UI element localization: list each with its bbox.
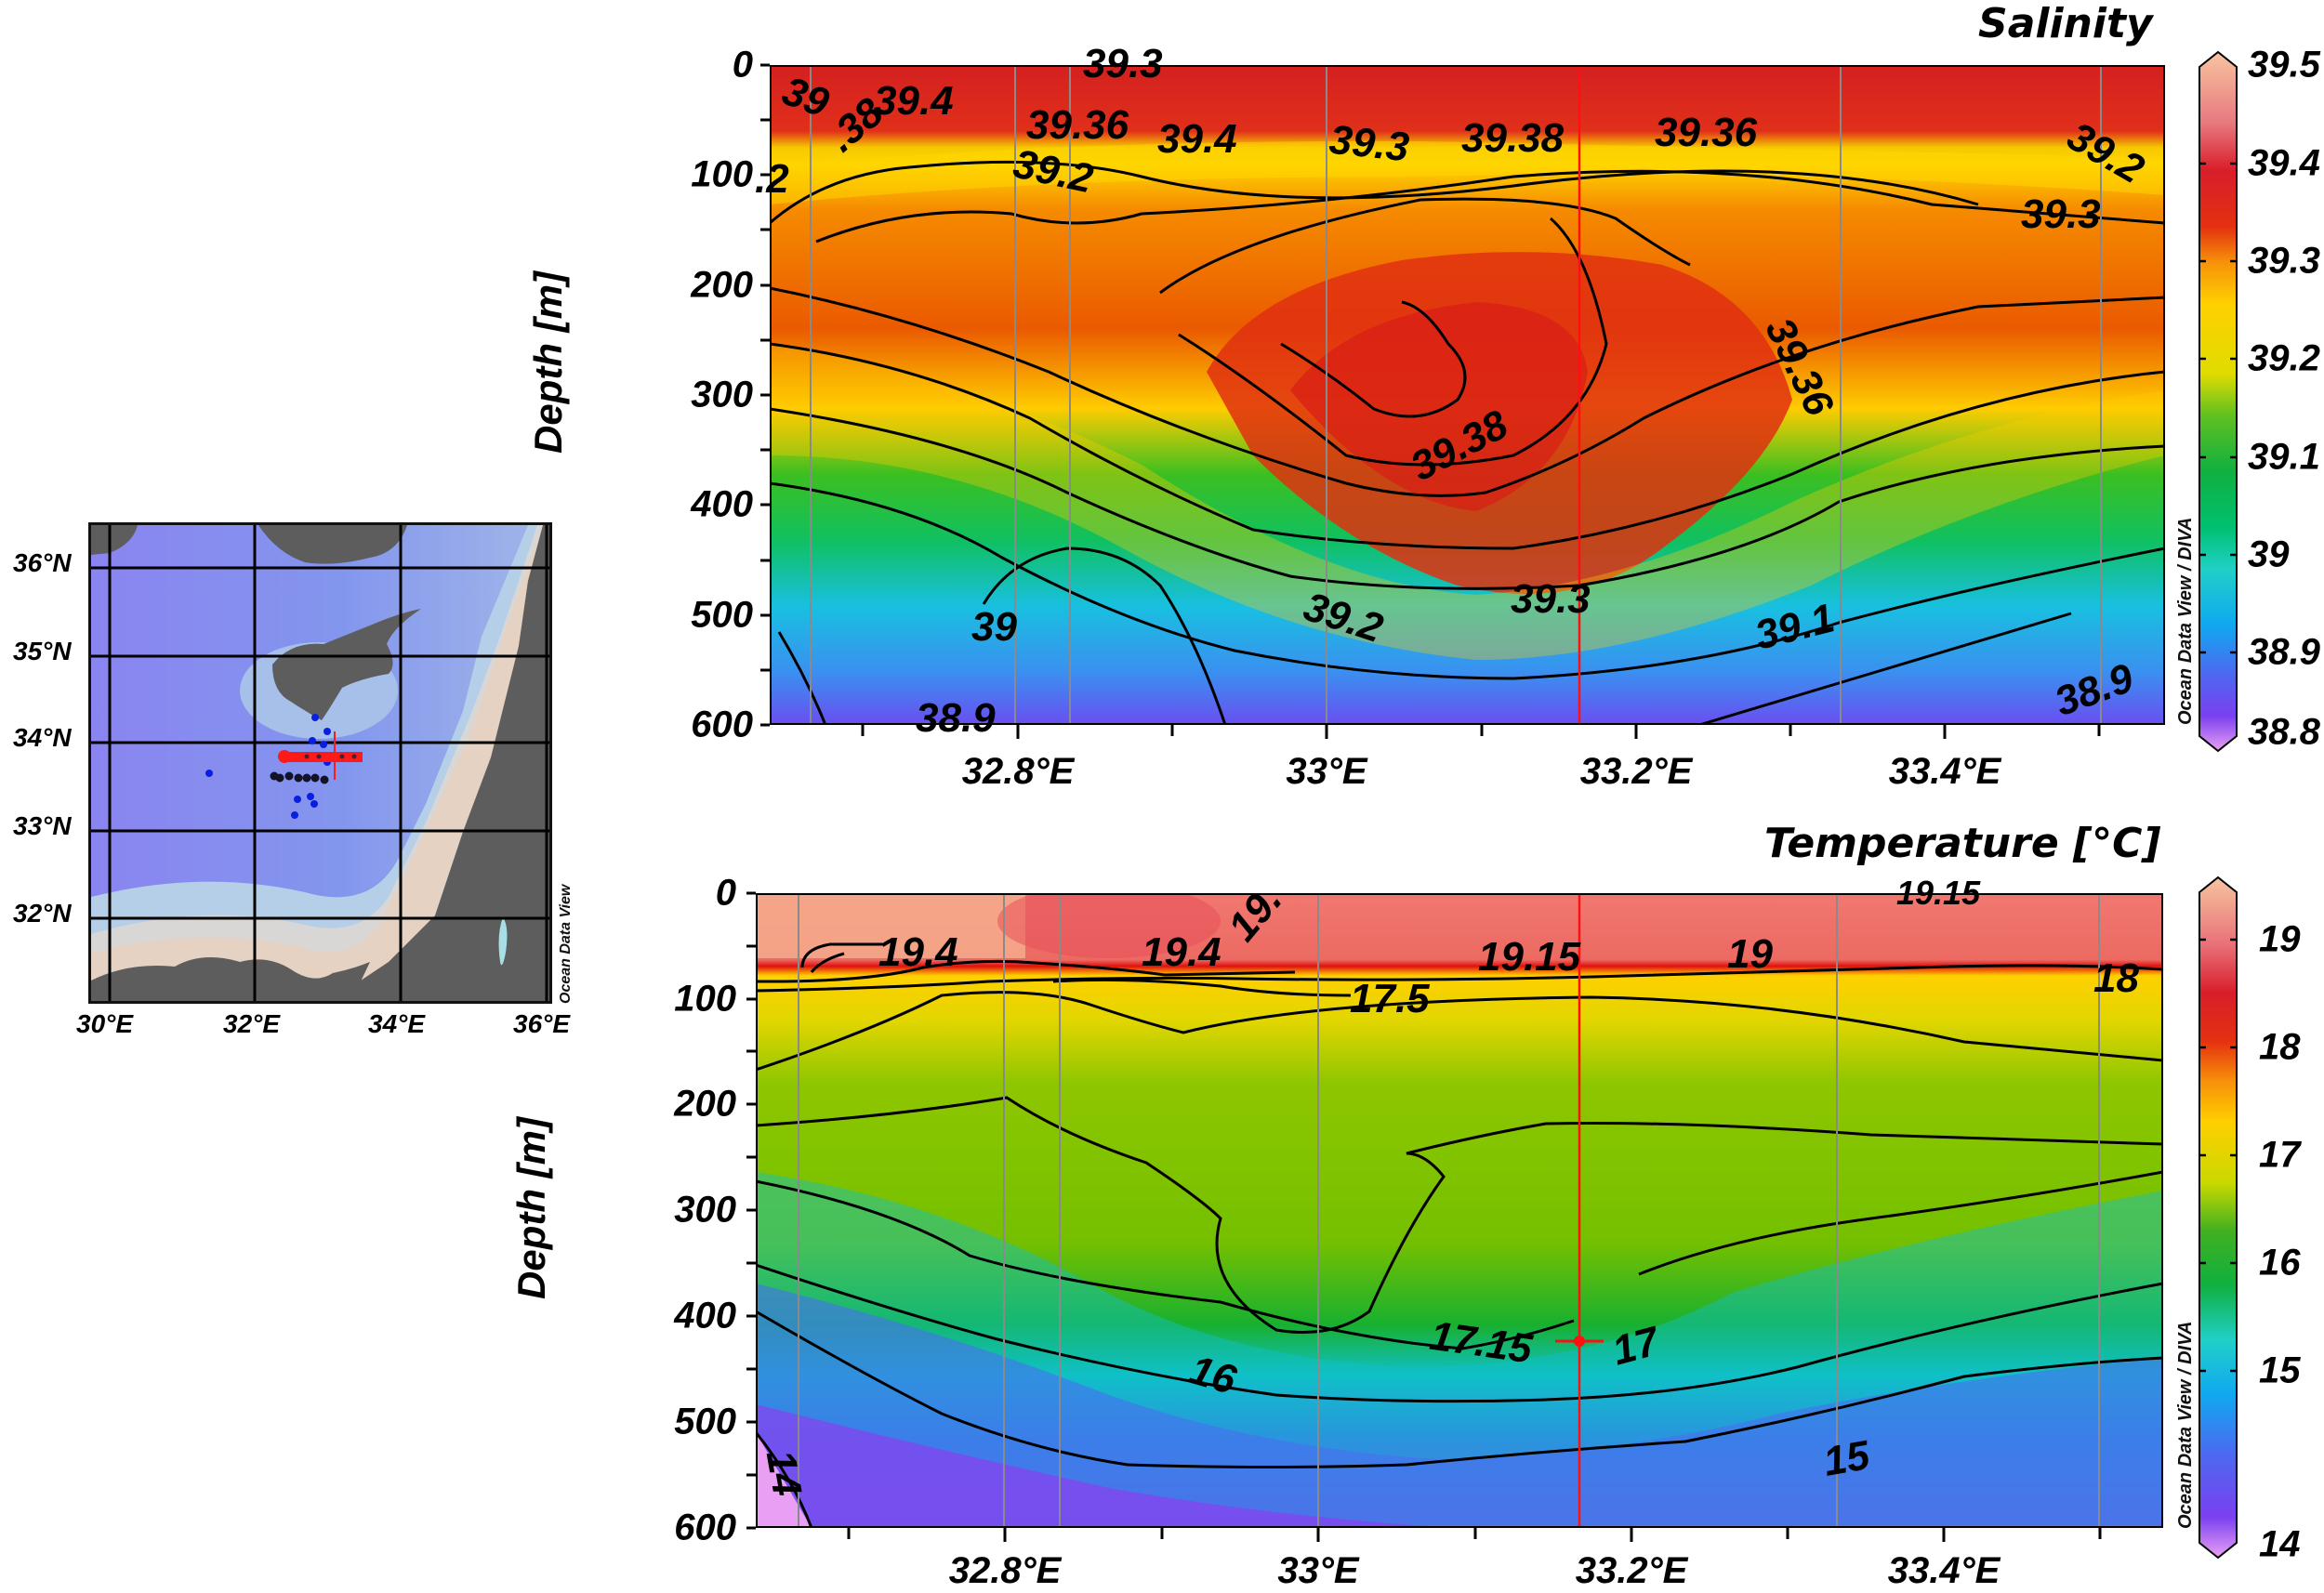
station-map (88, 522, 552, 1004)
map-canvas (91, 525, 549, 1001)
sal-ytick-500: 500 (691, 594, 753, 636)
temp-cb-16: 16 (2259, 1242, 2301, 1284)
sal-cb-39.2: 39.2 (2248, 337, 2320, 379)
temperature-colorbar (2199, 875, 2238, 1560)
sal-cb-39.4: 39.4 (2248, 142, 2320, 184)
map-lat-34: 34°N (13, 723, 72, 752)
temp-ytick-300: 300 (674, 1189, 736, 1231)
map-lat-33: 33°N (13, 811, 72, 840)
map-lat-32: 32°N (13, 899, 72, 928)
temp-ytick-600: 600 (674, 1507, 736, 1548)
temp-cb-17: 17 (2259, 1134, 2301, 1176)
sal-xtick-32.8: 32.8°E (961, 751, 1075, 792)
sal-cb-39: 39 (2248, 533, 2290, 575)
temp-ylabel: Depth [m] (509, 1117, 553, 1299)
temp-cb-14: 14 (2259, 1523, 2301, 1565)
temperature-title: Temperature [°C] (1764, 820, 2161, 867)
temp-ytick-0: 0 (715, 872, 736, 914)
temp-cb-19: 19 (2259, 918, 2301, 960)
salinity-plot (770, 65, 2165, 725)
map-lat-36: 36°N (13, 548, 72, 577)
sal-ylabel: Depth [m] (526, 271, 570, 454)
map-lon-34: 34°E (368, 1009, 426, 1038)
temp-xtick-32.8: 32.8°E (948, 1550, 1062, 1591)
temp-ytick-100: 100 (674, 978, 736, 1020)
sal-xtick-33: 33°E (1286, 751, 1367, 792)
salinity-title: Salinity (1978, 0, 2153, 47)
sal-ytick-300: 300 (691, 374, 753, 415)
sal-xtick-33.2: 33.2°E (1579, 751, 1693, 792)
sal-ytick-600: 600 (691, 704, 753, 745)
sal-ytick-400: 400 (691, 483, 753, 525)
sal-cb-38.8: 38.8 (2248, 711, 2320, 753)
temp-xtick-33.4: 33.4°E (1887, 1550, 2000, 1591)
sal-cb-39.3: 39.3 (2248, 240, 2320, 282)
temp-tick-marks (746, 891, 2102, 1542)
temp-ytick-200: 200 (674, 1083, 736, 1125)
temp-xtick-33: 33°E (1277, 1550, 1359, 1591)
sal-tick-marks (760, 63, 2101, 739)
temp-cb-18: 18 (2259, 1026, 2301, 1068)
temp-watermark: Ocean Data View / DIVA (2175, 1321, 2196, 1529)
map-lon-32: 32°E (223, 1009, 281, 1038)
sal-ytick-200: 200 (691, 264, 753, 306)
sal-ytick-0: 0 (732, 44, 753, 86)
sal-cb-39.1: 39.1 (2248, 436, 2320, 478)
map-lat-35: 35°N (13, 637, 72, 665)
map-lon-30: 30°E (76, 1009, 134, 1038)
temp-cb-15: 15 (2259, 1349, 2301, 1391)
map-watermark: Ocean Data View (558, 884, 574, 1004)
sal-cb-39.5: 39.5 (2248, 44, 2320, 86)
temp-xtick-33.2: 33.2°E (1575, 1550, 1688, 1591)
map-lon-36: 36°E (513, 1009, 571, 1038)
temp-ytick-500: 500 (674, 1401, 736, 1442)
sal-xtick-33.4: 33.4°E (1888, 751, 2001, 792)
salinity-colorbar (2199, 50, 2238, 753)
sal-cb-38.9: 38.9 (2248, 631, 2320, 673)
sal-watermark: Ocean Data View / DIVA (2175, 517, 2196, 725)
temperature-plot (756, 893, 2163, 1528)
sal-ytick-100: 100 (691, 153, 753, 195)
temp-ytick-400: 400 (674, 1295, 736, 1336)
